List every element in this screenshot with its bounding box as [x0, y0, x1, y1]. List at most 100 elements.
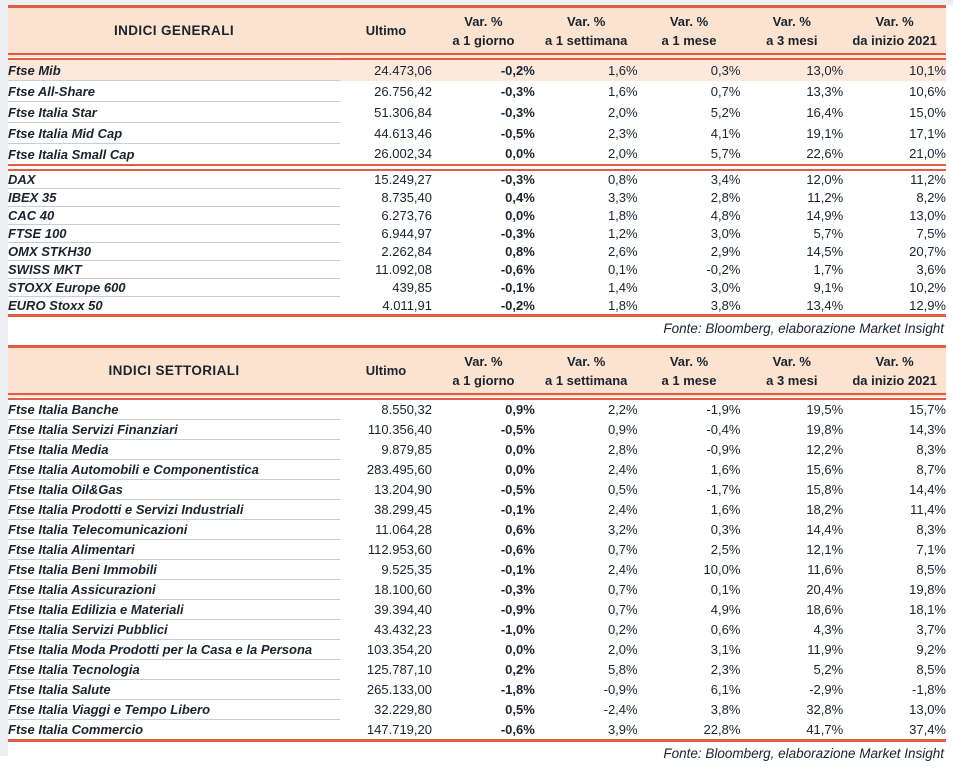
ultimo-value-cell: 13.204,90: [374, 482, 432, 497]
index-name-cell: OMX STKH30: [8, 242, 340, 261]
var-value-cell-4: 12,2%: [806, 442, 844, 457]
var-value-cell-2: 2,8%: [607, 442, 638, 457]
var-value-cell-5: 8,2%: [916, 190, 946, 205]
var-value-cell-3: 2,9%: [710, 244, 741, 259]
var-value-cell-4: 1,7%: [813, 262, 844, 277]
table-row: Ftse Italia Salute 265.133,00 -1,8% -0,9% 6,…: [8, 679, 946, 700]
var-value-cell-3: 2,5%: [710, 542, 741, 557]
table-row: Ftse Italia Telecomunicazioni 11.064,28 0,…: [8, 519, 946, 540]
table-row: Ftse Italia Oil&Gas 13.204,90 -0,5% 0,5% -1,…: [8, 479, 946, 500]
var-value-cell-3: 5,2%: [710, 104, 741, 120]
var-value-cell-4: 14,9%: [806, 208, 844, 223]
column-header-var-1: Var. % a 1 giorno: [432, 5, 535, 60]
var-value-cell-2: 2,4%: [607, 502, 638, 517]
var-value-cell-3: 4,1%: [710, 125, 741, 141]
var-value-cell-5: 3,7%: [916, 622, 946, 637]
table-row: Ftse Italia Star 51.306,84 -0,3% 2,0% 5,2% 16…: [8, 101, 946, 123]
table-row: Ftse Italia Moda Prodotti per la Casa e …: [8, 639, 946, 660]
table-row: Ftse Italia Tecnologia 125.787,10 0,2% 5,8%…: [8, 659, 946, 680]
var-value-cell-1: -0,3%: [500, 83, 535, 99]
var-value-cell-5: 15,7%: [909, 402, 946, 418]
var-value-cell-5: 10,6%: [909, 83, 946, 99]
ultimo-value-cell: 32.229,80: [374, 702, 432, 717]
index-name-cell: Ftse Italia Mid Cap: [8, 122, 340, 144]
var-value-cell-4: 14,5%: [806, 244, 844, 259]
indici-generali-section: INDICI GENERALI Ultimo Var. % a 1 giorno Var…: [8, 5, 946, 336]
var-value-cell-1: 0,4%: [505, 190, 535, 205]
var-value-cell-2: -2,4%: [603, 702, 638, 717]
var-header-line2: da inizio 2021: [852, 32, 937, 48]
var-value-cell-2: 3,2%: [607, 522, 638, 537]
index-name-cell: CAC 40: [8, 206, 340, 225]
var-value-cell-2: 0,7%: [607, 602, 638, 617]
var-value-cell-2: -0,9%: [603, 682, 638, 697]
var-header-line2: a 1 settimana: [545, 32, 628, 48]
index-name-cell: EURO Stoxx 50: [8, 296, 340, 317]
ultimo-value-cell: 26.756,42: [374, 83, 432, 99]
var-value-cell-3: 3,0%: [710, 226, 741, 241]
var-value-cell-4: 15,6%: [806, 462, 844, 477]
var-value-cell-2: 2,2%: [607, 402, 638, 418]
var-value-cell-2: 3,3%: [607, 190, 638, 205]
index-name-cell: Ftse Italia Beni Immobili: [8, 559, 340, 580]
var-value-cell-2: 2,4%: [607, 462, 638, 477]
var-value-cell-2: 2,3%: [607, 125, 638, 141]
ultimo-value-cell: 51.306,84: [374, 104, 432, 120]
var-value-cell-4: 41,7%: [740, 719, 844, 742]
table-row: Ftse Italia Servizi Pubblici 43.432,23 -1,…: [8, 619, 946, 640]
var-value-cell-3: 3,1%: [710, 642, 741, 657]
var-value-cell-1: -0,1%: [500, 280, 535, 295]
column-header-var-4: Var. % a 3 mesi: [740, 345, 844, 400]
index-name-cell: Ftse Italia Prodotti e Servizi Industria…: [8, 499, 340, 520]
column-header-ultimo: Ultimo: [340, 5, 432, 60]
ultimo-value-cell: 4.011,91: [340, 296, 432, 317]
index-name-cell: Ftse Italia Alimentari: [8, 539, 340, 560]
var-value-cell-4: 18,6%: [806, 602, 844, 617]
table-row: Ftse Italia Servizi Finanziari 110.356,40…: [8, 419, 946, 440]
table-row: Ftse All-Share 26.756,42 -0,3% 1,6% 0,7% 13,3…: [8, 80, 946, 102]
index-name-cell: Ftse Italia Servizi Finanziari: [8, 419, 340, 440]
var-value-cell-3: 4,8%: [710, 208, 741, 223]
var-value-cell-4: 13,3%: [806, 83, 844, 99]
index-name-cell: IBEX 35: [8, 188, 340, 207]
indici-settoriali-section: INDICI SETTORIALI Ultimo Var. % a 1 giorno V…: [8, 345, 946, 761]
ultimo-value-cell: 9.879,85: [381, 442, 432, 457]
ultimo-value-cell: 103.354,20: [366, 642, 432, 657]
table-row: STOXX Europe 600 439,85 -0,1% 1,4% 3,0% 9,1% 1…: [8, 278, 946, 297]
var-value-cell-1: -0,6%: [432, 719, 535, 742]
index-name-cell: Ftse Italia Commercio: [8, 719, 340, 742]
table-row: Ftse Italia Assicurazioni 18.100,60 -0,3% 0…: [8, 579, 946, 600]
var-value-cell-4: 19,5%: [806, 402, 844, 418]
var-header-line2: a 1 giorno: [452, 372, 515, 388]
ultimo-value-cell: 2.262,84: [381, 244, 432, 259]
var-value-cell-1: 0,0%: [505, 462, 535, 477]
var-value-cell-3: 1,6%: [710, 462, 741, 477]
var-value-cell-1: -0,6%: [500, 262, 535, 277]
var-value-cell-1: -1,0%: [500, 622, 535, 637]
var-value-cell-2: 1,8%: [607, 208, 638, 223]
var-value-cell-4: 18,2%: [806, 502, 844, 517]
var-value-cell-3: 0,6%: [710, 622, 741, 637]
var-value-cell-2: 0,9%: [607, 422, 638, 437]
var-value-cell-1: -0,2%: [432, 296, 535, 317]
var-value-cell-5: 8,7%: [916, 462, 946, 477]
table-row: Ftse Mib 24.473,06 -0,2% 1,6% 0,3% 13,0% 10,1%: [8, 56, 946, 81]
var-value-cell-5: 12,9%: [843, 296, 946, 317]
var-value-cell-2: 0,7%: [607, 582, 638, 597]
ultimo-value-cell: 8.735,40: [381, 190, 432, 205]
ultimo-value-cell: 283.495,60: [366, 462, 432, 477]
index-name-cell: Ftse All-Share: [8, 80, 340, 102]
ultimo-value-cell: 39.394,40: [374, 602, 432, 617]
table-row: Ftse Italia Commercio 147.719,20 -0,6% 3,9%…: [8, 719, 946, 742]
var-value-cell-3: 2,3%: [710, 662, 741, 677]
var-value-cell-3: 1,6%: [710, 502, 741, 517]
var-value-cell-5: 21,0%: [843, 143, 946, 171]
var-value-cell-4: 13,0%: [740, 56, 844, 81]
var-value-cell-3: 10,0%: [703, 562, 741, 577]
var-value-cell-1: -0,3%: [500, 226, 535, 241]
var-value-cell-1: -0,5%: [500, 125, 535, 141]
index-name-cell: Ftse Mib: [8, 56, 340, 81]
table-row: SWISS MKT 11.092,08 -0,6% 0,1% -0,2% 1,7% 3,6%: [8, 260, 946, 279]
var-header-line1: Var. %: [875, 13, 914, 29]
var-value-cell-5: 8,5%: [916, 562, 946, 577]
